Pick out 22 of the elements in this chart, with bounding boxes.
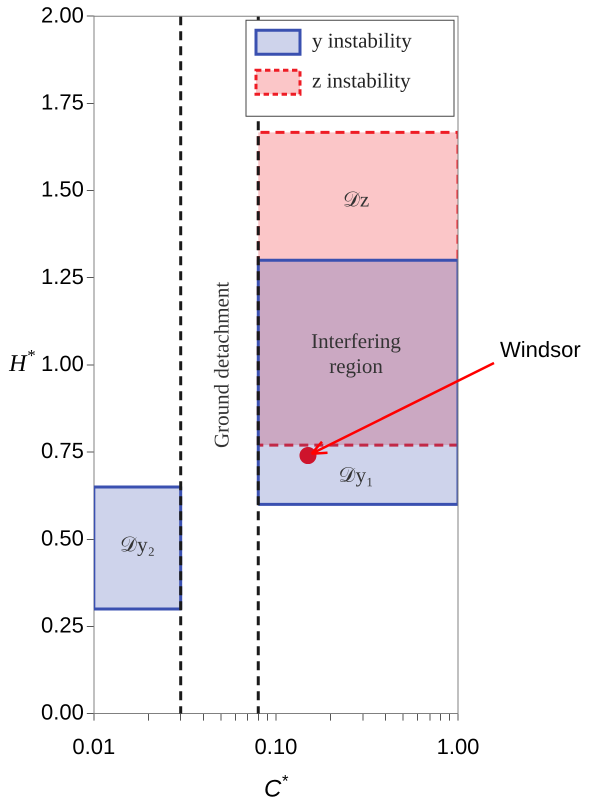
x-axis-title: C* xyxy=(264,771,288,803)
y-axis-title: H* xyxy=(8,346,36,378)
y-tick-label: 0.75 xyxy=(40,438,84,464)
y-tick-label: 1.50 xyxy=(40,176,84,202)
y-tick-label: 0.50 xyxy=(40,525,84,550)
y-tick-label: 1.00 xyxy=(40,350,84,376)
x-tick-label: 0.10 xyxy=(254,734,298,759)
annotation: Ground detachment xyxy=(210,282,234,448)
legend-label: z instability xyxy=(312,68,412,93)
x-tick-label: 0.01 xyxy=(72,734,116,759)
legend-label: y instability xyxy=(312,28,412,53)
text: Windsor xyxy=(500,337,581,362)
annotation: Interfering region xyxy=(311,328,402,378)
y-tick-label: 1.25 xyxy=(40,264,84,289)
annotation: 𝒟z xyxy=(342,188,370,212)
y-tick-label: 0.25 xyxy=(40,612,84,638)
annotation: 𝒟y₂ xyxy=(120,532,155,557)
x-tick-label: 1.00 xyxy=(436,734,480,759)
y-tick-label: 2.00 xyxy=(40,2,84,28)
y-tick-label: 0.00 xyxy=(40,700,84,725)
y-tick-label: 1.75 xyxy=(40,89,84,114)
annotation: 𝒟y₁ xyxy=(338,463,374,487)
